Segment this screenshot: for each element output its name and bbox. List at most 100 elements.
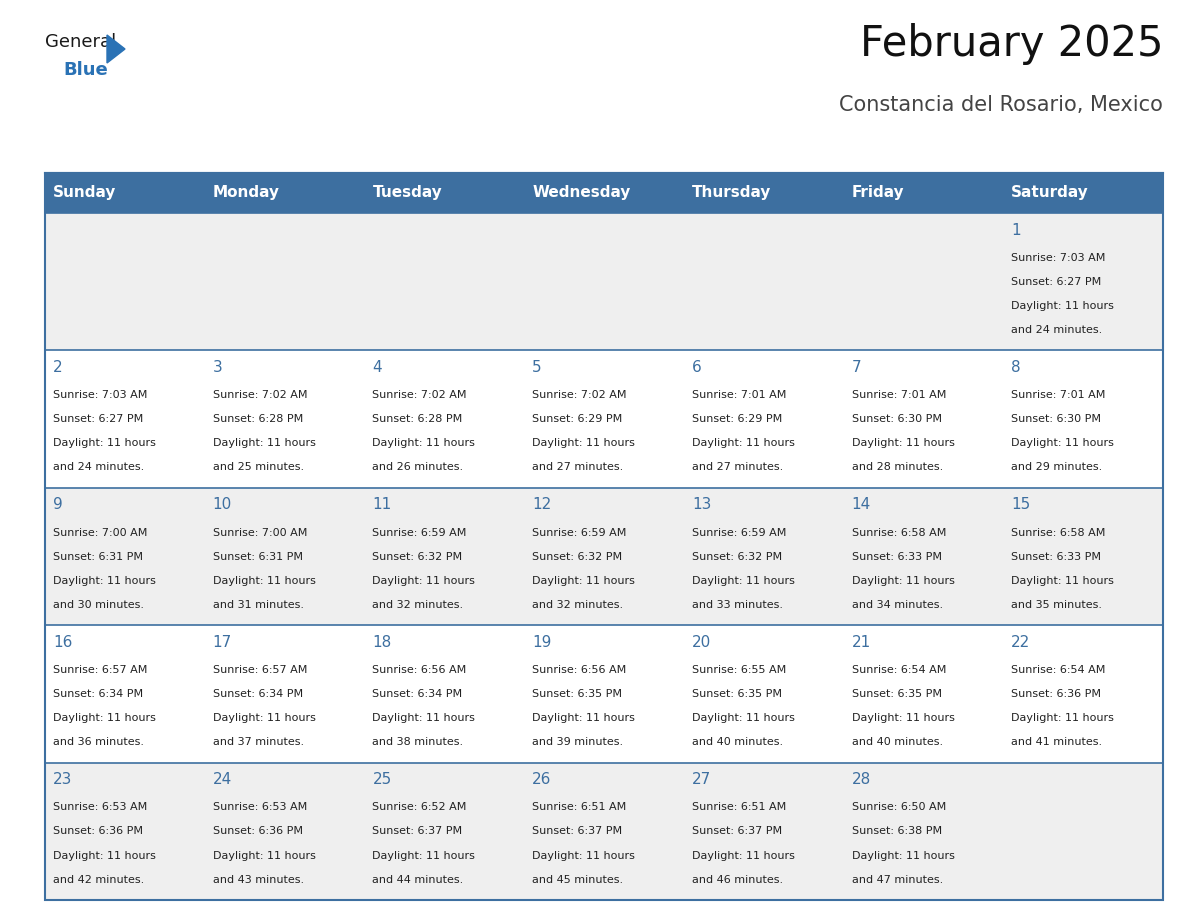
Text: Sunset: 6:28 PM: Sunset: 6:28 PM	[213, 414, 303, 424]
Text: 3: 3	[213, 360, 222, 375]
Text: 18: 18	[372, 635, 392, 650]
Text: 28: 28	[852, 772, 871, 788]
Text: Daylight: 11 hours: Daylight: 11 hours	[1011, 713, 1114, 723]
Text: Sunset: 6:36 PM: Sunset: 6:36 PM	[1011, 689, 1101, 700]
Text: Sunset: 6:27 PM: Sunset: 6:27 PM	[53, 414, 144, 424]
Text: and 37 minutes.: and 37 minutes.	[213, 737, 304, 747]
Text: and 39 minutes.: and 39 minutes.	[532, 737, 624, 747]
Text: Wednesday: Wednesday	[532, 185, 631, 200]
Text: and 36 minutes.: and 36 minutes.	[53, 737, 144, 747]
Text: Sunrise: 6:53 AM: Sunrise: 6:53 AM	[53, 802, 147, 812]
Text: and 34 minutes.: and 34 minutes.	[852, 599, 943, 610]
Text: Sunrise: 6:52 AM: Sunrise: 6:52 AM	[372, 802, 467, 812]
Text: and 24 minutes.: and 24 minutes.	[1011, 325, 1102, 335]
Text: Sunrise: 7:01 AM: Sunrise: 7:01 AM	[852, 390, 946, 400]
Text: Daylight: 11 hours: Daylight: 11 hours	[372, 438, 475, 448]
Text: and 41 minutes.: and 41 minutes.	[1011, 737, 1102, 747]
Text: Sunrise: 6:59 AM: Sunrise: 6:59 AM	[372, 528, 467, 538]
Text: 8: 8	[1011, 360, 1020, 375]
Text: and 42 minutes.: and 42 minutes.	[53, 875, 144, 885]
Text: Daylight: 11 hours: Daylight: 11 hours	[213, 713, 316, 723]
Text: 17: 17	[213, 635, 232, 650]
Text: Sunset: 6:35 PM: Sunset: 6:35 PM	[532, 689, 623, 700]
Bar	[204, 173, 365, 213]
Text: 24: 24	[213, 772, 232, 788]
Text: Friday: Friday	[852, 185, 904, 200]
Text: Sunrise: 7:00 AM: Sunrise: 7:00 AM	[213, 528, 307, 538]
Text: and 28 minutes.: and 28 minutes.	[852, 463, 943, 473]
Text: Sunrise: 7:02 AM: Sunrise: 7:02 AM	[213, 390, 308, 400]
Text: 27: 27	[691, 772, 712, 788]
Text: Sunrise: 6:59 AM: Sunrise: 6:59 AM	[691, 528, 786, 538]
Text: Sunrise: 6:55 AM: Sunrise: 6:55 AM	[691, 665, 786, 675]
Text: Sunrise: 7:03 AM: Sunrise: 7:03 AM	[53, 390, 147, 400]
Text: and 25 minutes.: and 25 minutes.	[213, 463, 304, 473]
Text: Daylight: 11 hours: Daylight: 11 hours	[691, 851, 795, 860]
Bar	[1004, 173, 1163, 213]
Bar	[45, 351, 1163, 487]
Text: Sunset: 6:31 PM: Sunset: 6:31 PM	[53, 552, 143, 562]
Bar	[45, 213, 1163, 351]
Text: Sunset: 6:33 PM: Sunset: 6:33 PM	[1011, 552, 1101, 562]
Text: Daylight: 11 hours: Daylight: 11 hours	[532, 851, 636, 860]
Text: Daylight: 11 hours: Daylight: 11 hours	[852, 713, 954, 723]
Text: Sunset: 6:37 PM: Sunset: 6:37 PM	[372, 826, 462, 836]
Text: Daylight: 11 hours: Daylight: 11 hours	[53, 851, 156, 860]
Text: 21: 21	[852, 635, 871, 650]
Text: Sunrise: 7:00 AM: Sunrise: 7:00 AM	[53, 528, 147, 538]
Text: Daylight: 11 hours: Daylight: 11 hours	[691, 438, 795, 448]
Text: Daylight: 11 hours: Daylight: 11 hours	[1011, 438, 1114, 448]
Text: 4: 4	[372, 360, 383, 375]
Bar	[684, 173, 843, 213]
Text: 22: 22	[1011, 635, 1030, 650]
Text: Saturday: Saturday	[1011, 185, 1089, 200]
Text: Sunset: 6:34 PM: Sunset: 6:34 PM	[372, 689, 462, 700]
Text: Sunrise: 6:56 AM: Sunrise: 6:56 AM	[372, 665, 467, 675]
Text: 1: 1	[1011, 223, 1020, 238]
Text: Daylight: 11 hours: Daylight: 11 hours	[53, 438, 156, 448]
Bar	[45, 763, 1163, 900]
Text: and 35 minutes.: and 35 minutes.	[1011, 599, 1102, 610]
Text: Daylight: 11 hours: Daylight: 11 hours	[213, 576, 316, 586]
Text: Sunset: 6:27 PM: Sunset: 6:27 PM	[1011, 277, 1101, 287]
Text: Daylight: 11 hours: Daylight: 11 hours	[213, 851, 316, 860]
Text: 13: 13	[691, 498, 712, 512]
Text: Sunrise: 6:51 AM: Sunrise: 6:51 AM	[532, 802, 626, 812]
Text: 26: 26	[532, 772, 551, 788]
Bar	[45, 173, 1163, 900]
Text: and 27 minutes.: and 27 minutes.	[532, 463, 624, 473]
Text: Sunrise: 6:59 AM: Sunrise: 6:59 AM	[532, 528, 626, 538]
Text: Sunrise: 6:58 AM: Sunrise: 6:58 AM	[852, 528, 946, 538]
Text: Sunset: 6:30 PM: Sunset: 6:30 PM	[1011, 414, 1101, 424]
Text: Daylight: 11 hours: Daylight: 11 hours	[213, 438, 316, 448]
Text: and 24 minutes.: and 24 minutes.	[53, 463, 144, 473]
Text: Sunset: 6:37 PM: Sunset: 6:37 PM	[532, 826, 623, 836]
Text: Daylight: 11 hours: Daylight: 11 hours	[691, 576, 795, 586]
Text: 9: 9	[53, 498, 63, 512]
Text: Sunrise: 7:01 AM: Sunrise: 7:01 AM	[691, 390, 786, 400]
Text: and 29 minutes.: and 29 minutes.	[1011, 463, 1102, 473]
Text: 19: 19	[532, 635, 551, 650]
Text: and 45 minutes.: and 45 minutes.	[532, 875, 624, 885]
Text: Sunrise: 6:58 AM: Sunrise: 6:58 AM	[1011, 528, 1106, 538]
Text: Sunset: 6:35 PM: Sunset: 6:35 PM	[691, 689, 782, 700]
Text: 5: 5	[532, 360, 542, 375]
Text: and 38 minutes.: and 38 minutes.	[372, 737, 463, 747]
Text: and 30 minutes.: and 30 minutes.	[53, 599, 144, 610]
Text: Sunset: 6:32 PM: Sunset: 6:32 PM	[532, 552, 623, 562]
Text: Sunset: 6:32 PM: Sunset: 6:32 PM	[372, 552, 462, 562]
Text: Thursday: Thursday	[691, 185, 771, 200]
Text: Daylight: 11 hours: Daylight: 11 hours	[532, 438, 636, 448]
Text: Sunrise: 7:02 AM: Sunrise: 7:02 AM	[532, 390, 626, 400]
Text: Sunrise: 6:53 AM: Sunrise: 6:53 AM	[213, 802, 307, 812]
Text: 7: 7	[852, 360, 861, 375]
Bar	[45, 173, 204, 213]
Text: and 46 minutes.: and 46 minutes.	[691, 875, 783, 885]
Text: 12: 12	[532, 498, 551, 512]
Text: Daylight: 11 hours: Daylight: 11 hours	[852, 851, 954, 860]
Text: 20: 20	[691, 635, 712, 650]
Text: Daylight: 11 hours: Daylight: 11 hours	[372, 851, 475, 860]
Text: Sunset: 6:31 PM: Sunset: 6:31 PM	[213, 552, 303, 562]
Text: 25: 25	[372, 772, 392, 788]
Text: and 44 minutes.: and 44 minutes.	[372, 875, 463, 885]
